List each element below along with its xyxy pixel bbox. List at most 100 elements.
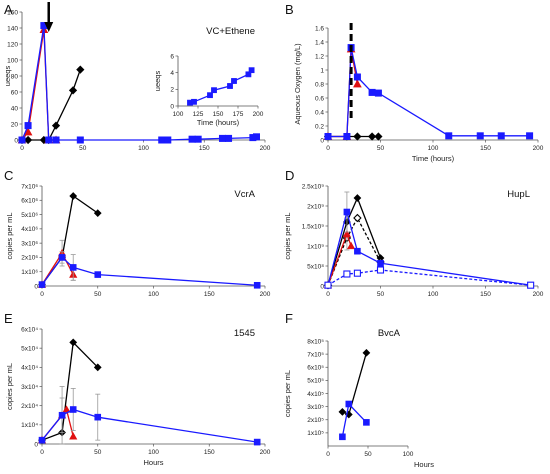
panel-f-data-point bbox=[345, 400, 353, 408]
panel-f-x-tick-label: 100 bbox=[403, 451, 414, 458]
panel-b-y-tick-label: 1.2 bbox=[315, 53, 324, 60]
panel-b-data-point bbox=[343, 133, 351, 141]
panel-c-x-tick-label: 0 bbox=[40, 291, 44, 298]
panel-e-series-0 bbox=[38, 338, 102, 445]
panel-d-data-point bbox=[354, 247, 361, 255]
panel-f-data-point bbox=[338, 408, 347, 416]
panel-a-y-tick-label: 120 bbox=[7, 41, 18, 48]
panel-e-data-point bbox=[69, 338, 78, 347]
panel-c-data-point bbox=[69, 264, 77, 271]
panel-b-x-tick-label: 0 bbox=[326, 145, 330, 152]
panel-e-data-point bbox=[38, 436, 46, 444]
panel-b-y-tick-label: 0.4 bbox=[315, 109, 324, 116]
panel-d-x-tick-label: 200 bbox=[533, 291, 544, 298]
panel-b-y-tick-label: 1.4 bbox=[315, 39, 324, 46]
panel-a-x-tick-label: 50 bbox=[79, 145, 87, 152]
panel-c-y-tick-label: 4x10⁶ bbox=[21, 226, 38, 233]
panel-a-inset-data-point bbox=[231, 78, 237, 84]
panel-d-series-2 bbox=[323, 217, 356, 289]
panel-a-data-point bbox=[225, 134, 233, 142]
panel-b-series-2 bbox=[324, 44, 534, 141]
panel-d-y-axis-label: copies per mL bbox=[283, 212, 292, 259]
panel-c-data-point bbox=[94, 271, 102, 278]
panel-e-data-point bbox=[253, 438, 261, 446]
panel-b-data-point bbox=[368, 88, 376, 96]
panel-b-y-tick-label: 0.2 bbox=[315, 123, 324, 130]
panel-a-y-tick-label: 100 bbox=[7, 57, 18, 64]
panel-a-x-tick-label: 0 bbox=[20, 145, 24, 152]
panel-f-series-line bbox=[341, 402, 367, 437]
panel-f-x-tick-label: 0 bbox=[326, 451, 330, 458]
panel-a-y-tick-label: 0 bbox=[14, 137, 18, 144]
panel-a-inset-y-tick-label: 6 bbox=[170, 53, 174, 60]
panel-b-data-point bbox=[374, 89, 382, 97]
panel-a-data-point bbox=[76, 65, 85, 74]
panel-e-y-tick-label: 0 bbox=[34, 441, 38, 448]
panel-b-x-tick-label: 200 bbox=[533, 145, 544, 152]
panel-a-data-point bbox=[68, 86, 78, 95]
panel-c-series-2 bbox=[38, 251, 261, 289]
panel-a-data-point bbox=[51, 121, 61, 130]
panel-a-inset-x-axis-label: Time (hours) bbox=[197, 118, 240, 127]
panel-c-y-axis-label: copies per mL bbox=[5, 212, 14, 259]
panel-b-data-point bbox=[324, 133, 332, 141]
panel-d-y-tick-label: 1x10⁹ bbox=[307, 243, 324, 250]
panel-f-series-1 bbox=[339, 400, 370, 441]
panel-a-series-2 bbox=[18, 22, 260, 144]
panel-a-y-tick-label: 60 bbox=[11, 89, 19, 96]
panel-b-series-line bbox=[328, 47, 530, 138]
panel-b-x-tick-label: 100 bbox=[428, 145, 439, 152]
panel-e-y-tick-label: 3x10⁴ bbox=[21, 384, 38, 391]
panel-c-y-tick-label: 6x10⁶ bbox=[21, 198, 38, 205]
panel-f-data-point bbox=[363, 419, 370, 426]
panel-d-data-point bbox=[324, 281, 332, 289]
panel-d-y-tick-label: 0 bbox=[320, 283, 324, 290]
panel-d-data-point bbox=[376, 266, 385, 274]
panel-d-data-point bbox=[353, 269, 361, 277]
panel-b-data-point bbox=[374, 132, 383, 141]
panel-b-data-point bbox=[445, 132, 453, 140]
panel-f-x-tick-label: 50 bbox=[364, 451, 372, 458]
panel-e-y-tick-label: 2x10⁴ bbox=[21, 403, 38, 410]
panel-d-y-tick-label: 2x10⁹ bbox=[307, 203, 324, 210]
panel-a-letter: A bbox=[4, 2, 13, 17]
panel-a-inset-y-tick-label: 0 bbox=[170, 103, 174, 110]
panel-b-y-tick-label: 0.6 bbox=[315, 95, 324, 102]
panel-d-data-point bbox=[353, 194, 362, 202]
panel-a-inset-y-tick-label: 2 bbox=[170, 87, 174, 94]
panel-d-x-tick-label: 100 bbox=[428, 291, 439, 298]
panel-f-data-point bbox=[339, 433, 346, 441]
panel-a-inset-series-line bbox=[189, 69, 253, 104]
panel-e-x-tick-label: 150 bbox=[204, 449, 215, 456]
panel-c-data-point bbox=[69, 192, 78, 200]
panel-f-title: BvcA bbox=[378, 328, 401, 339]
panel-c-data-point bbox=[58, 254, 66, 261]
panel-a-y-tick-label: 140 bbox=[7, 25, 18, 32]
panel-a-data-point bbox=[218, 134, 226, 142]
panel-b-data-point bbox=[497, 132, 505, 140]
panel-d-data-point bbox=[527, 281, 535, 289]
panel-a-x-tick-label: 150 bbox=[199, 145, 210, 152]
panel-c-y-tick-label: 7x10⁶ bbox=[21, 183, 38, 190]
panel-e-y-tick-label: 5x10⁴ bbox=[21, 345, 38, 352]
panel-a-y-tick-label: 160 bbox=[7, 9, 18, 16]
panel-b-y-tick-label: 1.6 bbox=[315, 25, 324, 32]
panel-a-data-point bbox=[24, 122, 32, 130]
panel-c-y-tick-label: 5x10⁶ bbox=[21, 212, 38, 219]
panel-e-x-tick-label: 100 bbox=[148, 449, 159, 456]
panel-f-y-tick-label: 7x10⁵ bbox=[307, 351, 324, 358]
panel-e-series-line bbox=[41, 340, 99, 441]
panel-a-data-point bbox=[76, 136, 84, 144]
panel-a-y-tick-label: 20 bbox=[11, 121, 19, 128]
panel-b-data-point bbox=[353, 79, 362, 88]
panel-a-inset-x-tick-label: 150 bbox=[213, 111, 224, 118]
panel-e-data-point bbox=[69, 406, 77, 413]
panel-d-y-tick-label: 5x10⁸ bbox=[307, 263, 324, 270]
panel-a-data-point bbox=[164, 136, 172, 144]
panel-c-data-point bbox=[93, 209, 102, 218]
panel-c-y-tick-label: 0 bbox=[34, 283, 38, 290]
panel-e-x-tick-label: 200 bbox=[260, 449, 271, 456]
panel-e-title: 1545 bbox=[234, 328, 255, 339]
panel-e-y-tick-label: 4x10⁴ bbox=[21, 365, 38, 372]
